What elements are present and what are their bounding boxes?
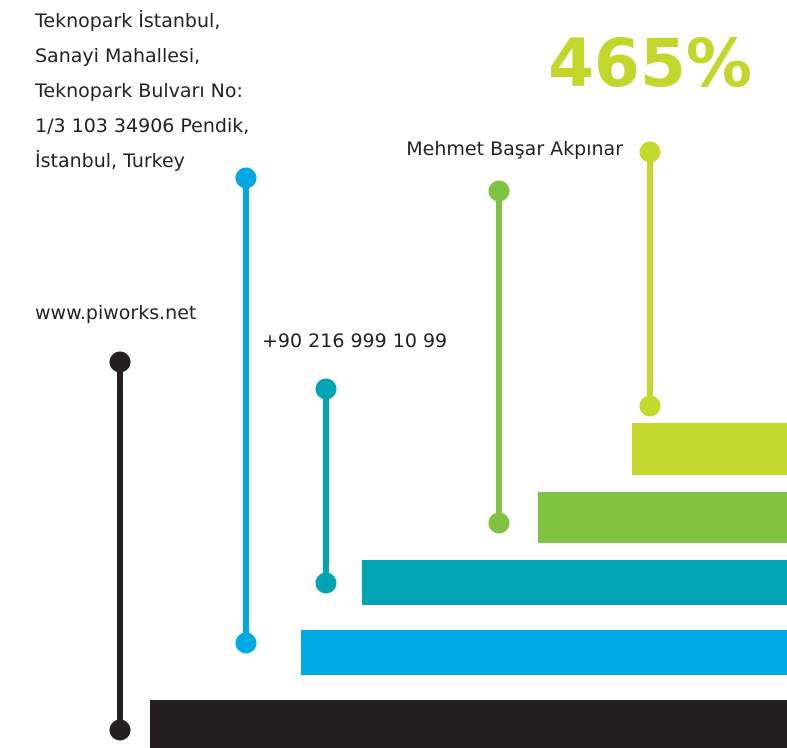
pin-black [109,351,131,741]
phone: +90 216 999 10 99 [262,330,447,352]
pin-lime [639,141,661,417]
bar-teal [362,560,787,605]
highlight: 465% [548,25,752,102]
address-line: 1/3 103 34906 Pendik, [35,115,249,137]
address-line: Teknopark Bulvarı No: [34,80,243,102]
address-line: Sanayi Mahallesi, [35,45,200,67]
address-line: İstanbul, Turkey [35,149,185,172]
bar-lime [632,423,787,475]
bar-black [150,700,787,748]
bar-blue [301,630,787,675]
pin-teal [315,378,337,594]
pin-blue [235,167,257,654]
pin-green [488,180,510,534]
bar-green [538,492,787,543]
website: www.piworks.net [35,302,196,324]
address-line: Teknopark İstanbul, [34,9,220,32]
person: Mehmet Başar Akpınar [406,138,623,160]
